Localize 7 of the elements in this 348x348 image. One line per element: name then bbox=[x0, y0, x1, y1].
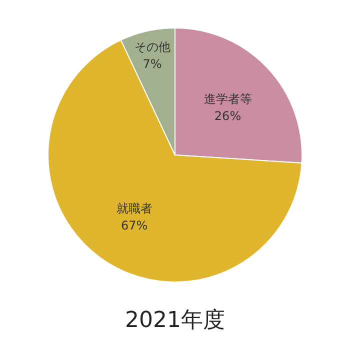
text: 2021年度 bbox=[125, 308, 225, 333]
slice-label: 就職者 bbox=[116, 201, 152, 216]
data-label: 7% bbox=[142, 56, 162, 71]
data-label: 67% bbox=[120, 218, 148, 232]
data-label: 26% bbox=[214, 108, 242, 123]
slice-label: その他 bbox=[134, 40, 170, 54]
slice-label: 進学者等 bbox=[204, 92, 252, 106]
